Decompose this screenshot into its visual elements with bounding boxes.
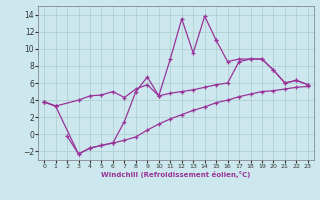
X-axis label: Windchill (Refroidissement éolien,°C): Windchill (Refroidissement éolien,°C)	[101, 171, 251, 178]
